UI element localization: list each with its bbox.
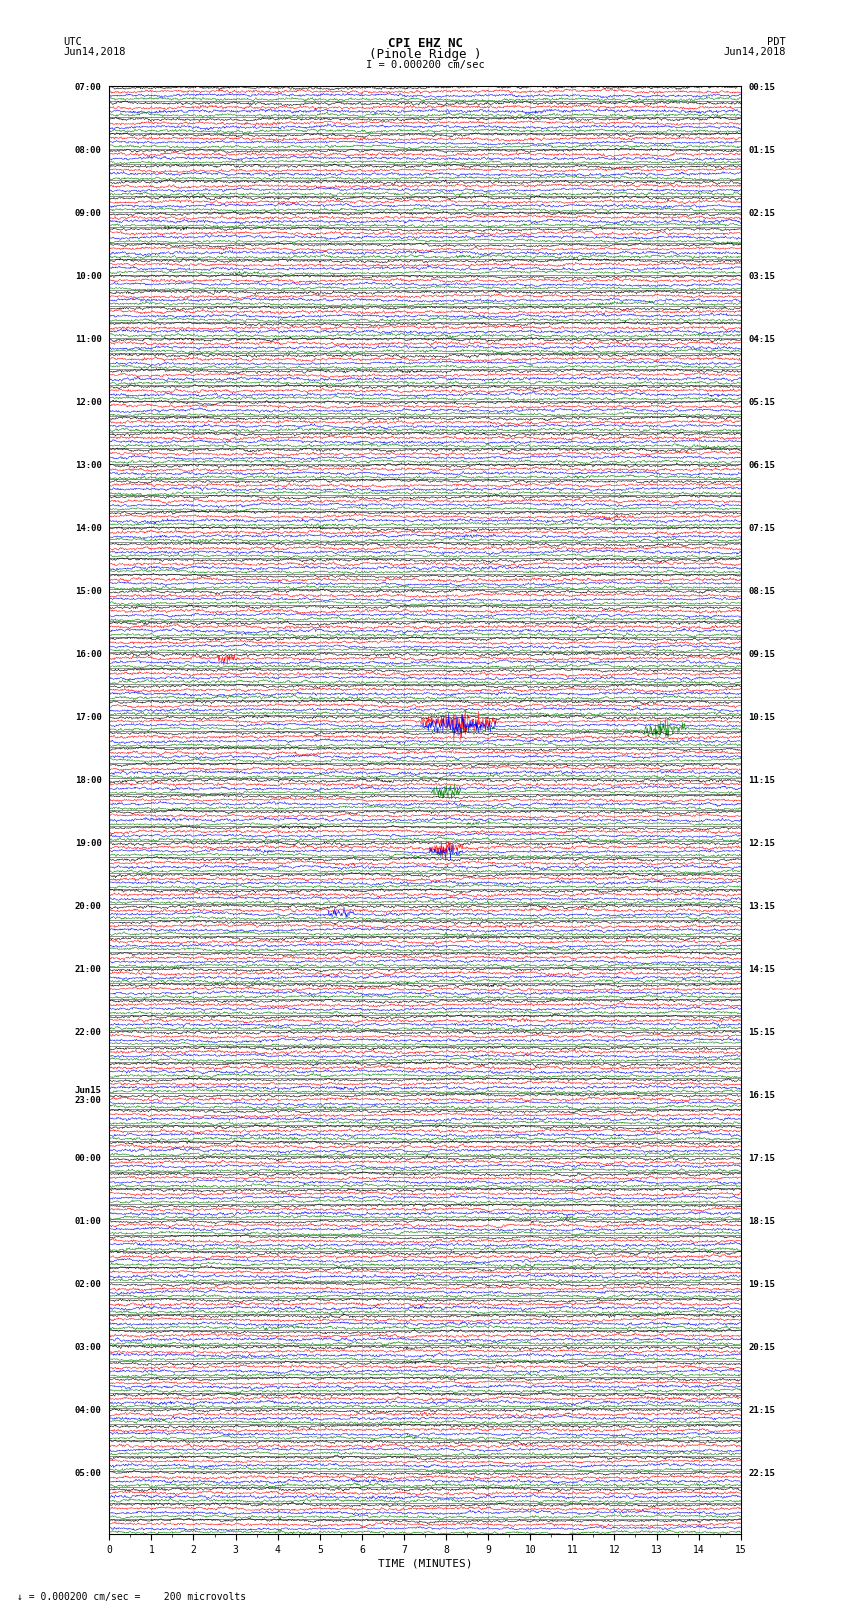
Text: 10:00: 10:00 — [75, 273, 102, 281]
Text: 01:00: 01:00 — [75, 1216, 102, 1226]
Text: 01:15: 01:15 — [748, 147, 775, 155]
Text: 03:15: 03:15 — [748, 273, 775, 281]
Text: I = 0.000200 cm/sec: I = 0.000200 cm/sec — [366, 60, 484, 69]
Text: 18:00: 18:00 — [75, 776, 102, 786]
Text: 16:15: 16:15 — [748, 1090, 775, 1100]
Text: 09:15: 09:15 — [748, 650, 775, 660]
Text: 12:00: 12:00 — [75, 398, 102, 406]
Text: 22:00: 22:00 — [75, 1027, 102, 1037]
Text: 14:00: 14:00 — [75, 524, 102, 532]
Text: 13:00: 13:00 — [75, 461, 102, 469]
Text: (Pinole Ridge ): (Pinole Ridge ) — [369, 48, 481, 61]
Text: PDT: PDT — [768, 37, 786, 47]
Text: 02:15: 02:15 — [748, 210, 775, 218]
Text: 09:00: 09:00 — [75, 210, 102, 218]
Text: 02:00: 02:00 — [75, 1279, 102, 1289]
Text: 06:15: 06:15 — [748, 461, 775, 469]
Text: UTC: UTC — [64, 37, 82, 47]
Text: Jun15
23:00: Jun15 23:00 — [75, 1086, 102, 1105]
Text: 00:00: 00:00 — [75, 1153, 102, 1163]
Text: 20:15: 20:15 — [748, 1344, 775, 1352]
Text: 19:00: 19:00 — [75, 839, 102, 848]
Text: Jun14,2018: Jun14,2018 — [723, 47, 786, 56]
Text: 05:15: 05:15 — [748, 398, 775, 406]
Text: 16:00: 16:00 — [75, 650, 102, 660]
Text: CPI EHZ NC: CPI EHZ NC — [388, 37, 462, 50]
Text: 22:15: 22:15 — [748, 1469, 775, 1478]
Text: 12:15: 12:15 — [748, 839, 775, 848]
Text: 14:15: 14:15 — [748, 965, 775, 974]
Text: 17:15: 17:15 — [748, 1153, 775, 1163]
Text: 11:15: 11:15 — [748, 776, 775, 786]
Text: ↓ = 0.000200 cm/sec =    200 microvolts: ↓ = 0.000200 cm/sec = 200 microvolts — [17, 1592, 246, 1602]
Text: 20:00: 20:00 — [75, 902, 102, 911]
Text: 03:00: 03:00 — [75, 1344, 102, 1352]
Text: Jun14,2018: Jun14,2018 — [64, 47, 127, 56]
Text: 07:00: 07:00 — [75, 82, 102, 92]
Text: 07:15: 07:15 — [748, 524, 775, 532]
Text: 21:15: 21:15 — [748, 1407, 775, 1415]
Text: 08:15: 08:15 — [748, 587, 775, 595]
Text: 11:00: 11:00 — [75, 336, 102, 344]
Text: 15:15: 15:15 — [748, 1027, 775, 1037]
Text: 15:00: 15:00 — [75, 587, 102, 595]
Text: 04:00: 04:00 — [75, 1407, 102, 1415]
X-axis label: TIME (MINUTES): TIME (MINUTES) — [377, 1560, 473, 1569]
Text: 18:15: 18:15 — [748, 1216, 775, 1226]
Text: 13:15: 13:15 — [748, 902, 775, 911]
Text: 17:00: 17:00 — [75, 713, 102, 723]
Text: 00:15: 00:15 — [748, 82, 775, 92]
Text: 10:15: 10:15 — [748, 713, 775, 723]
Text: 08:00: 08:00 — [75, 147, 102, 155]
Text: 21:00: 21:00 — [75, 965, 102, 974]
Text: 04:15: 04:15 — [748, 336, 775, 344]
Text: 05:00: 05:00 — [75, 1469, 102, 1478]
Text: 19:15: 19:15 — [748, 1279, 775, 1289]
